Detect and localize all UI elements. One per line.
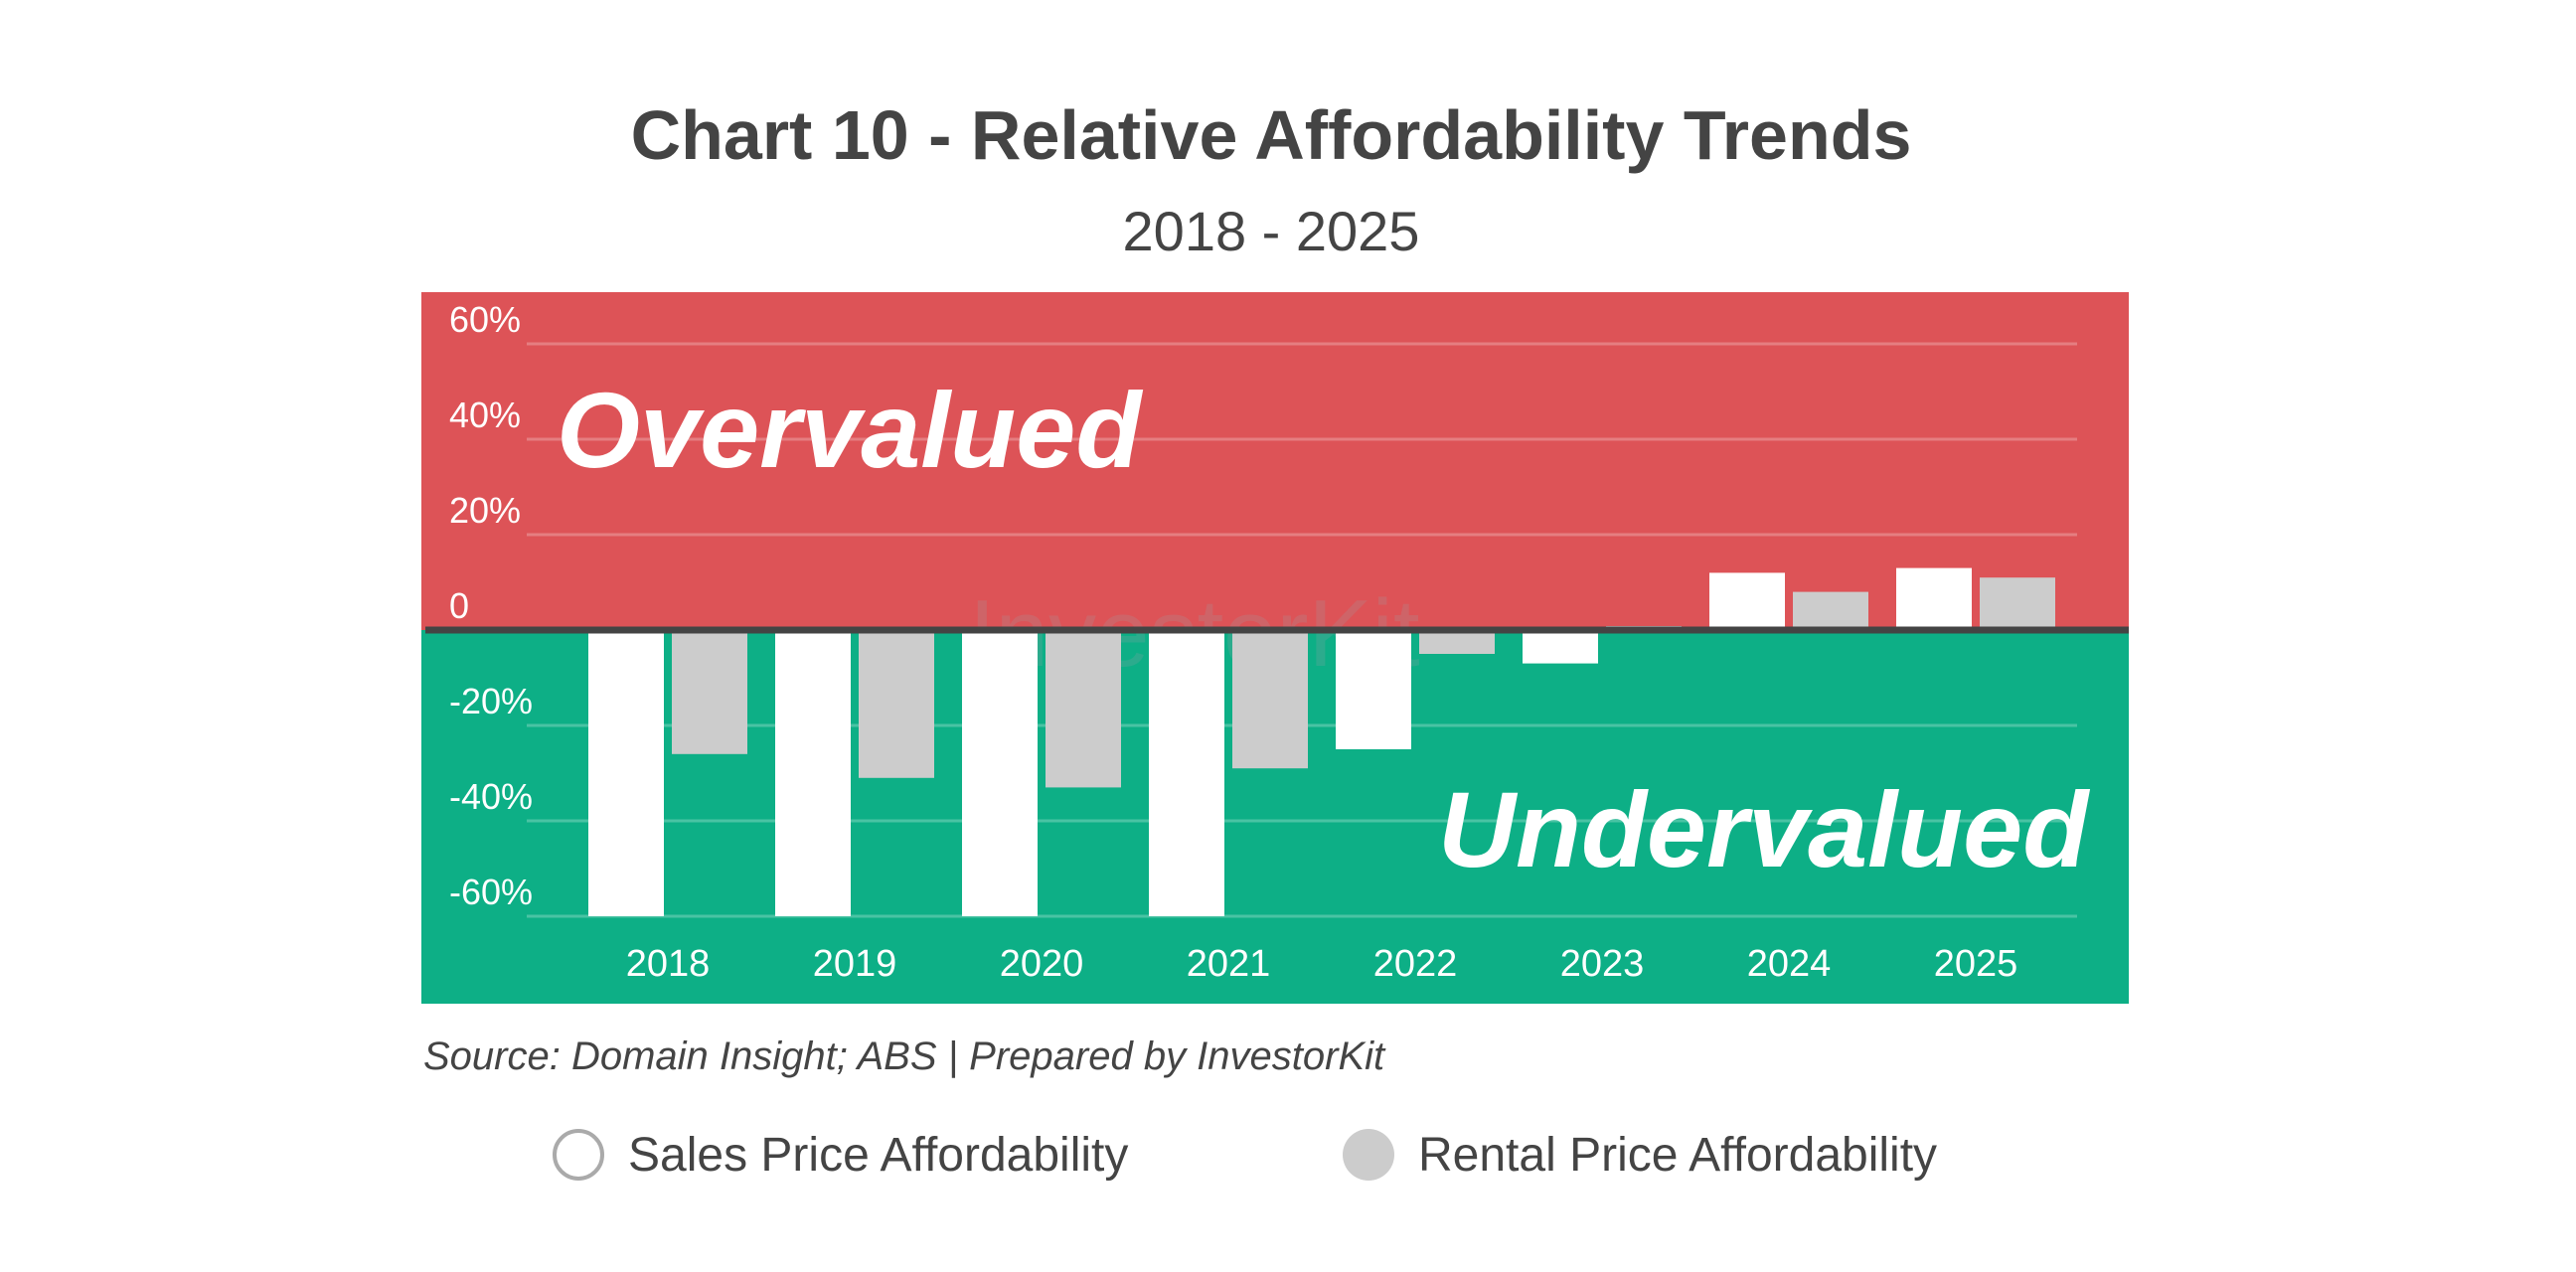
undervalued-label: Undervalued	[1438, 769, 2090, 889]
x-tick-label: 2020	[1000, 943, 1084, 985]
legend: Sales Price Affordability Rental Price A…	[553, 1129, 1937, 1182]
x-tick-label: 2024	[1747, 943, 1832, 985]
y-tick-label: -40%	[449, 776, 533, 817]
y-tick-label: 60%	[449, 299, 521, 340]
source-note: Source: Domain Insight; ABS | Prepared b…	[423, 1034, 1386, 1078]
bars	[588, 567, 2055, 916]
x-tick-label: 2025	[1934, 943, 2018, 985]
bar-sales-2025	[1896, 567, 1972, 630]
bar-rental-2018	[672, 630, 747, 754]
legend-label-sales: Sales Price Affordability	[628, 1129, 1128, 1182]
bar-sales-2020	[962, 630, 1038, 916]
y-tick-label: -20%	[449, 681, 533, 721]
y-axis-ticks: 60% 40% 20% 0 -20% -40% -60%	[449, 299, 533, 912]
x-tick-label: 2021	[1187, 943, 1271, 985]
legend-item-rental: Rental Price Affordability	[1343, 1129, 1937, 1182]
legend-swatch-sales	[553, 1129, 604, 1181]
legend-label-rental: Rental Price Affordability	[1418, 1129, 1937, 1182]
overvalued-label: Overvalued	[557, 370, 1143, 490]
bar-rental-2020	[1046, 630, 1121, 788]
y-tick-label: 20%	[449, 490, 521, 531]
overvalued-zone	[421, 292, 2129, 630]
x-tick-label: 2019	[813, 943, 897, 985]
y-tick-label: -60%	[449, 872, 533, 912]
x-tick-label: 2022	[1373, 943, 1458, 985]
y-tick-label: 40%	[449, 395, 521, 435]
bar-sales-2023	[1523, 630, 1598, 664]
bar-rental-2024	[1793, 591, 1868, 630]
x-axis-ticks: 2018 2019 2020 2021 2022 2023 2024 2025	[626, 943, 2018, 985]
bar-rental-2019	[859, 630, 934, 778]
legend-swatch-rental	[1343, 1129, 1394, 1181]
bar-sales-2021	[1149, 630, 1224, 916]
bar-rental-2022	[1419, 630, 1495, 654]
bar-sales-2022	[1336, 630, 1411, 749]
chart-title: Chart 10 - Relative Affordability Trends	[631, 96, 1912, 174]
chart-subtitle: 2018 - 2025	[1123, 200, 1420, 262]
y-tick-label: 0	[449, 585, 469, 626]
bar-rental-2025	[1980, 577, 2055, 630]
bar-sales-2019	[775, 630, 851, 916]
bar-rental-2021	[1232, 630, 1308, 769]
bar-sales-2024	[1709, 572, 1785, 630]
x-tick-label: 2018	[626, 943, 711, 985]
bar-sales-2018	[588, 630, 664, 916]
legend-item-sales: Sales Price Affordability	[553, 1129, 1128, 1182]
x-tick-label: 2023	[1560, 943, 1645, 985]
